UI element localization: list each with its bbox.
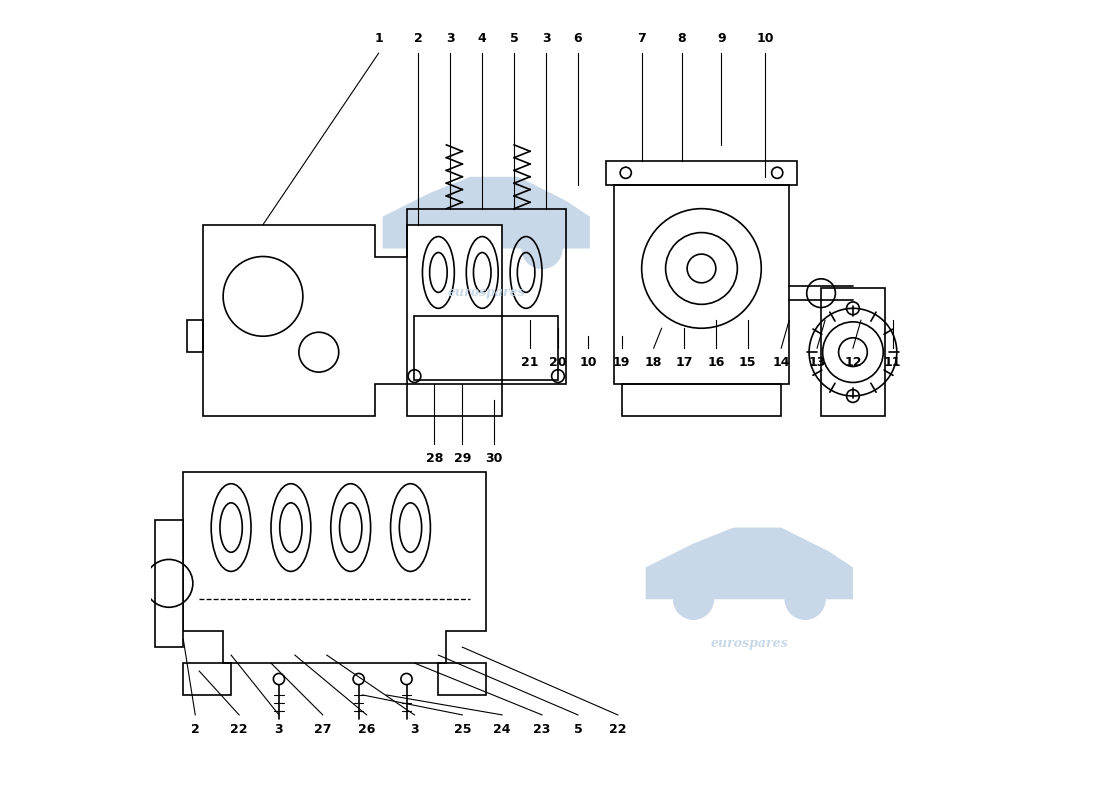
Text: 22: 22: [609, 723, 627, 736]
Bar: [439, 663, 486, 695]
Circle shape: [785, 579, 825, 619]
Text: 24: 24: [494, 723, 510, 736]
Bar: [415, 316, 558, 380]
Text: 14: 14: [772, 356, 790, 369]
Text: 9: 9: [717, 32, 726, 46]
Bar: [606, 161, 798, 185]
Bar: [407, 209, 565, 384]
Text: 28: 28: [426, 452, 443, 465]
Text: 16: 16: [707, 356, 725, 369]
Bar: [187, 320, 204, 352]
Text: 7: 7: [637, 32, 646, 46]
Text: 21: 21: [521, 356, 539, 369]
Circle shape: [673, 579, 714, 619]
Polygon shape: [204, 225, 503, 416]
Text: 20: 20: [549, 356, 566, 369]
Text: 2: 2: [414, 32, 422, 46]
Text: 10: 10: [757, 32, 774, 46]
Text: eurospares: eurospares: [711, 637, 788, 650]
Text: 19: 19: [613, 356, 630, 369]
Polygon shape: [646, 527, 852, 599]
Text: 5: 5: [509, 32, 518, 46]
Text: 3: 3: [446, 32, 454, 46]
Text: 22: 22: [230, 723, 248, 736]
Text: 15: 15: [739, 356, 757, 369]
Text: 3: 3: [410, 723, 419, 736]
Text: 5: 5: [573, 723, 582, 736]
Text: 26: 26: [358, 723, 375, 736]
Circle shape: [410, 229, 450, 269]
Text: eurospares: eurospares: [448, 286, 525, 299]
Text: 1: 1: [374, 32, 383, 46]
Text: 12: 12: [844, 356, 861, 369]
Polygon shape: [155, 519, 184, 647]
Text: 13: 13: [808, 356, 826, 369]
Text: 29: 29: [453, 452, 471, 465]
Bar: [184, 663, 231, 695]
Text: 11: 11: [884, 356, 902, 369]
Text: 3: 3: [275, 723, 284, 736]
Text: 18: 18: [645, 356, 662, 369]
Bar: [614, 185, 789, 384]
Text: 10: 10: [580, 356, 597, 369]
Text: 23: 23: [534, 723, 551, 736]
Polygon shape: [184, 472, 486, 663]
Text: 8: 8: [678, 32, 686, 46]
Text: 6: 6: [573, 32, 582, 46]
Text: 4: 4: [477, 32, 486, 46]
Text: 27: 27: [314, 723, 331, 736]
Circle shape: [522, 229, 562, 269]
Text: 17: 17: [675, 356, 693, 369]
Text: 3: 3: [541, 32, 550, 46]
Bar: [821, 288, 884, 416]
Text: 2: 2: [191, 723, 199, 736]
Bar: [621, 384, 781, 416]
Text: 25: 25: [453, 723, 471, 736]
Text: 30: 30: [485, 452, 503, 465]
Polygon shape: [383, 177, 590, 249]
